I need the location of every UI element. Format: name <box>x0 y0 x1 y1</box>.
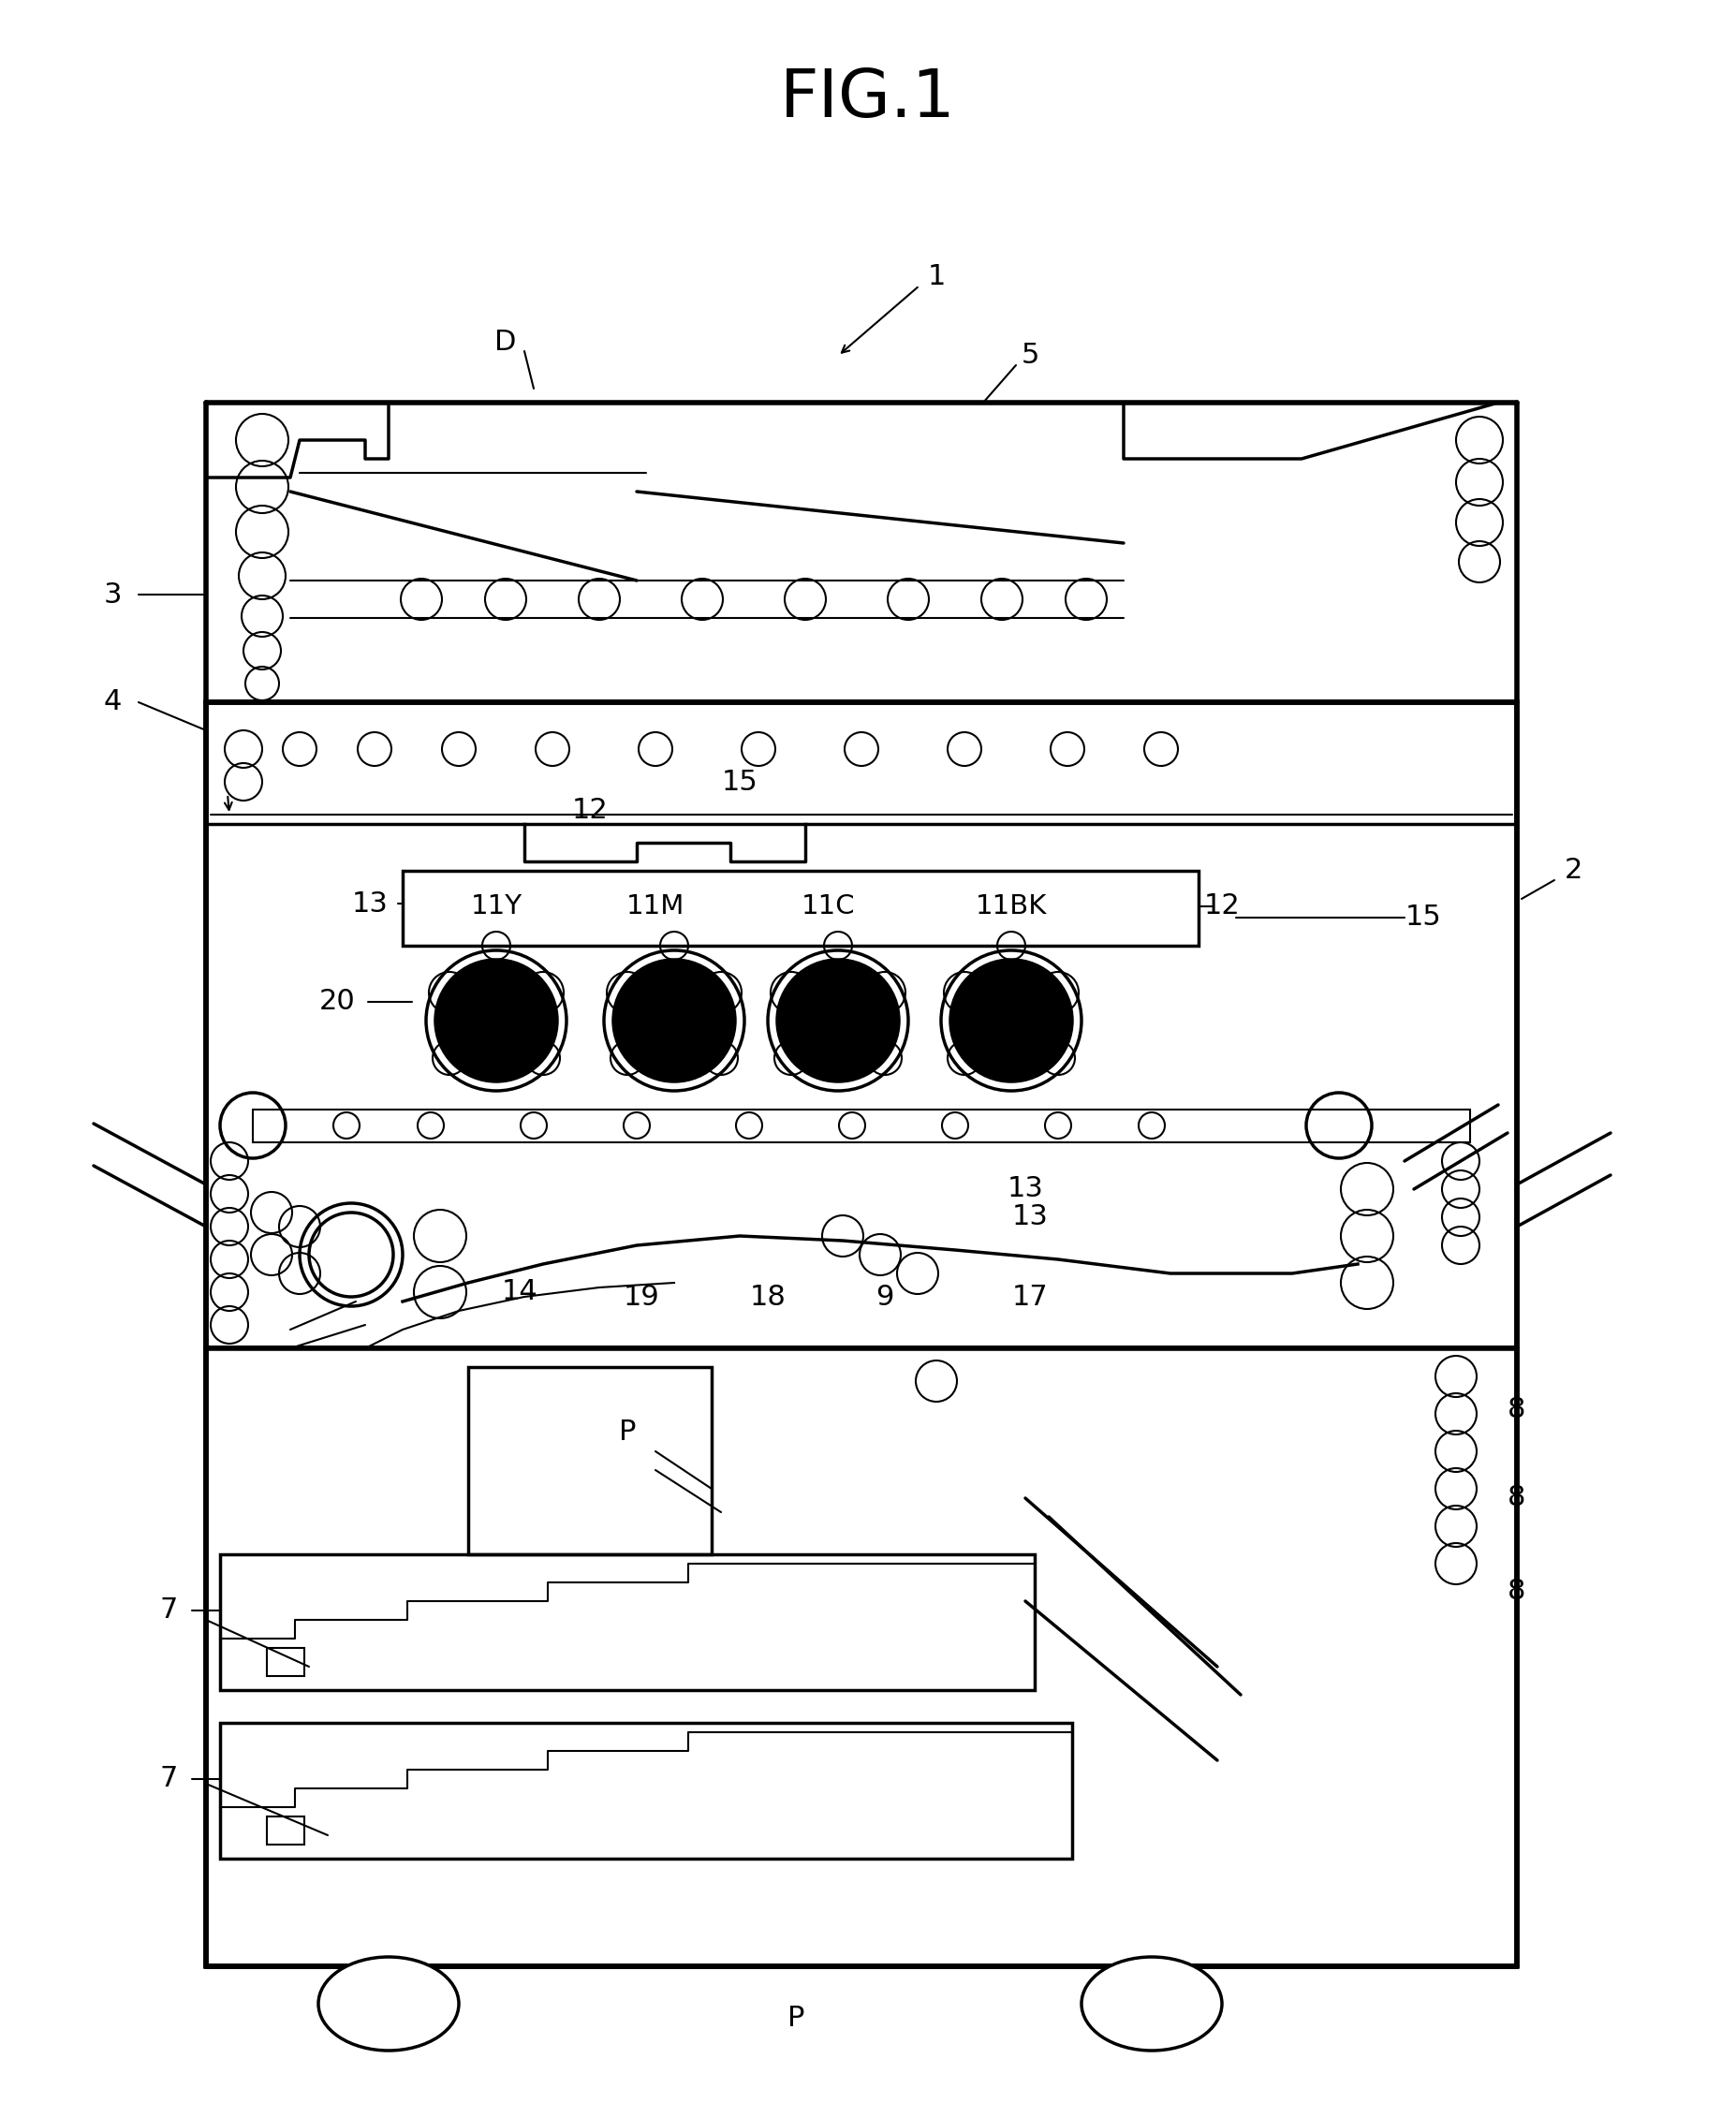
Text: 11Y: 11Y <box>470 894 523 919</box>
Text: 11C: 11C <box>802 894 856 919</box>
Text: 8: 8 <box>1509 1485 1526 1512</box>
Polygon shape <box>207 402 1517 702</box>
Ellipse shape <box>1082 1958 1222 2050</box>
Text: 8: 8 <box>1509 1577 1526 1605</box>
Text: 4: 4 <box>102 688 122 715</box>
Text: 12: 12 <box>571 797 608 824</box>
Text: 15: 15 <box>1404 904 1441 932</box>
Text: 9: 9 <box>875 1283 894 1310</box>
Text: 3: 3 <box>102 580 122 608</box>
Text: 19: 19 <box>623 1283 660 1310</box>
Text: 7: 7 <box>160 1764 177 1792</box>
Bar <box>207 702 1517 1348</box>
Text: 12: 12 <box>1203 894 1240 919</box>
Text: 11BK: 11BK <box>976 894 1047 919</box>
Text: 20: 20 <box>319 988 356 1016</box>
Circle shape <box>436 959 557 1081</box>
Text: 5: 5 <box>1021 343 1040 370</box>
Text: 11M: 11M <box>627 894 684 919</box>
Bar <box>253 1110 1470 1142</box>
Bar <box>267 1649 304 1676</box>
Text: 13: 13 <box>352 890 389 917</box>
Text: FIG.1: FIG.1 <box>779 65 957 130</box>
Text: 17: 17 <box>1012 1283 1049 1310</box>
Bar <box>220 1722 1073 1859</box>
Ellipse shape <box>318 1958 458 2050</box>
Bar <box>267 1817 304 1844</box>
Circle shape <box>778 959 899 1081</box>
Circle shape <box>309 1213 394 1298</box>
Bar <box>220 1554 1035 1691</box>
Text: P: P <box>618 1420 635 1447</box>
Bar <box>207 1348 1517 1966</box>
Text: 2: 2 <box>1564 858 1581 885</box>
Text: 18: 18 <box>750 1283 786 1310</box>
Text: 13: 13 <box>1012 1203 1049 1230</box>
Bar <box>403 871 1198 946</box>
Text: D: D <box>495 328 517 355</box>
Text: 1: 1 <box>927 263 946 290</box>
Text: P: P <box>788 2004 804 2031</box>
Text: 15: 15 <box>722 768 759 795</box>
Text: 14: 14 <box>502 1279 538 1306</box>
Text: 13: 13 <box>1007 1176 1043 1203</box>
Circle shape <box>950 959 1073 1081</box>
Text: 7: 7 <box>160 1596 177 1624</box>
Bar <box>469 1367 712 1554</box>
Text: 8: 8 <box>1509 1396 1526 1424</box>
Circle shape <box>613 959 734 1081</box>
